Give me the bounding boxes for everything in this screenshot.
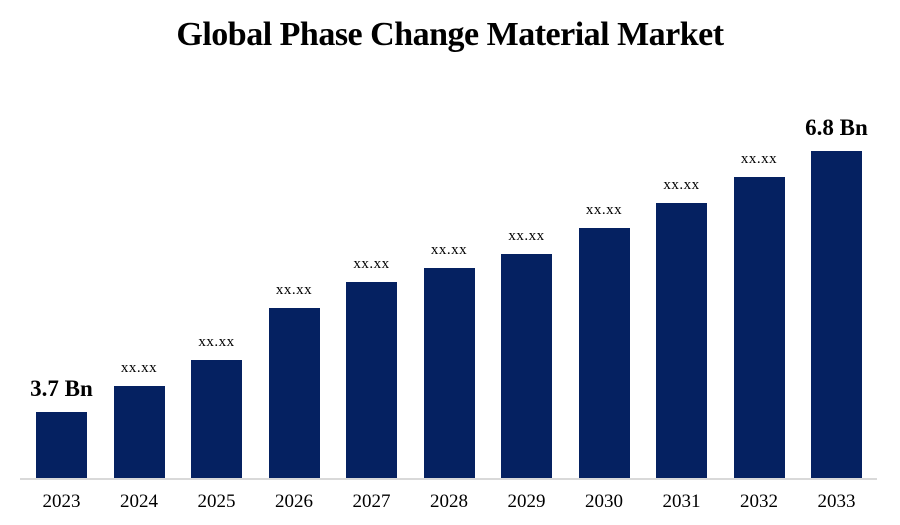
bar	[501, 254, 552, 478]
value-label: xx.xx	[198, 334, 235, 350]
x-tick-label: 2026	[275, 491, 313, 512]
x-tick-label: 2028	[430, 491, 468, 512]
bar	[191, 360, 242, 478]
x-tick-label: 2030	[585, 491, 623, 512]
value-label: xx.xx	[353, 256, 390, 272]
x-tick-label: 2032	[740, 491, 778, 512]
value-label: 6.8 Bn	[805, 115, 868, 140]
value-label: xx.xx	[585, 202, 623, 218]
value-label: xx.xx	[740, 151, 778, 167]
bar	[36, 412, 87, 478]
x-tick-label: 2029	[507, 491, 546, 512]
bar	[113, 386, 165, 478]
bar	[578, 228, 630, 478]
x-tick-label: 2025	[197, 491, 236, 512]
value-label: xx.xx	[275, 282, 313, 298]
value-label: 3.7 Bn	[30, 376, 93, 401]
chart-title: Global Phase Change Material Market	[176, 16, 724, 53]
x-axis-line	[20, 478, 877, 480]
value-label: xx.xx	[120, 360, 158, 376]
x-tick-label: 2024	[120, 491, 158, 512]
x-tick-label: 2031	[662, 491, 701, 512]
value-label: xx.xx	[663, 177, 700, 193]
bar	[423, 268, 475, 478]
value-label: xx.xx	[508, 228, 545, 244]
bar	[346, 282, 397, 478]
bar	[733, 177, 785, 478]
bar	[811, 151, 862, 478]
x-tick-label: 2023	[42, 491, 81, 512]
x-tick-label: 2027	[352, 491, 391, 512]
value-label: xx.xx	[430, 242, 468, 258]
x-tick-label: 2033	[817, 491, 856, 512]
bar	[268, 308, 320, 478]
bar	[656, 203, 707, 478]
